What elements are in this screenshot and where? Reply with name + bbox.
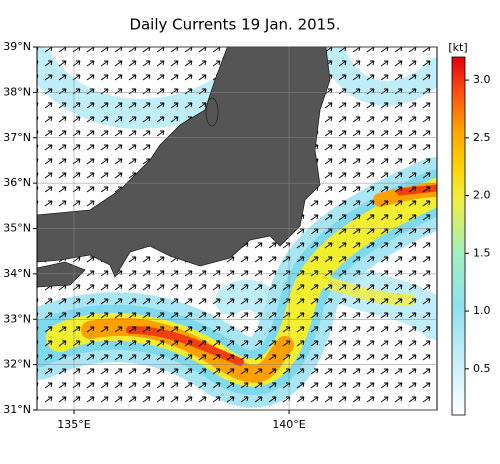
lat-label: 35°N [3,222,31,235]
colorbar-label: 0.5 [473,362,491,375]
colorbar-label: 1.0 [473,304,491,317]
land [37,47,331,288]
title: Daily Currents 19 Jan. 2015. [129,16,340,34]
lat-label: 32°N [3,358,31,371]
lat-label: 34°N [3,267,31,280]
lat-label: 39°N [3,40,31,53]
lat-label: 37°N [3,131,31,144]
lat-label: 33°N [3,312,31,325]
lat-label: 36°N [3,176,31,189]
lat-label: 38°N [3,85,31,98]
lat-label: 31°N [3,403,31,416]
colorbar-label: 2.0 [473,189,491,202]
colorbar-label: 1.5 [473,246,491,259]
colorbar-label: 2.5 [473,131,491,144]
colorbar-label: 3.0 [473,73,491,86]
lon-label: 140°E [272,418,305,431]
colorbar-unit: [kt] [448,41,467,54]
colorbar [451,56,466,416]
map-area [37,47,437,410]
lon-label: 135°E [57,418,90,431]
